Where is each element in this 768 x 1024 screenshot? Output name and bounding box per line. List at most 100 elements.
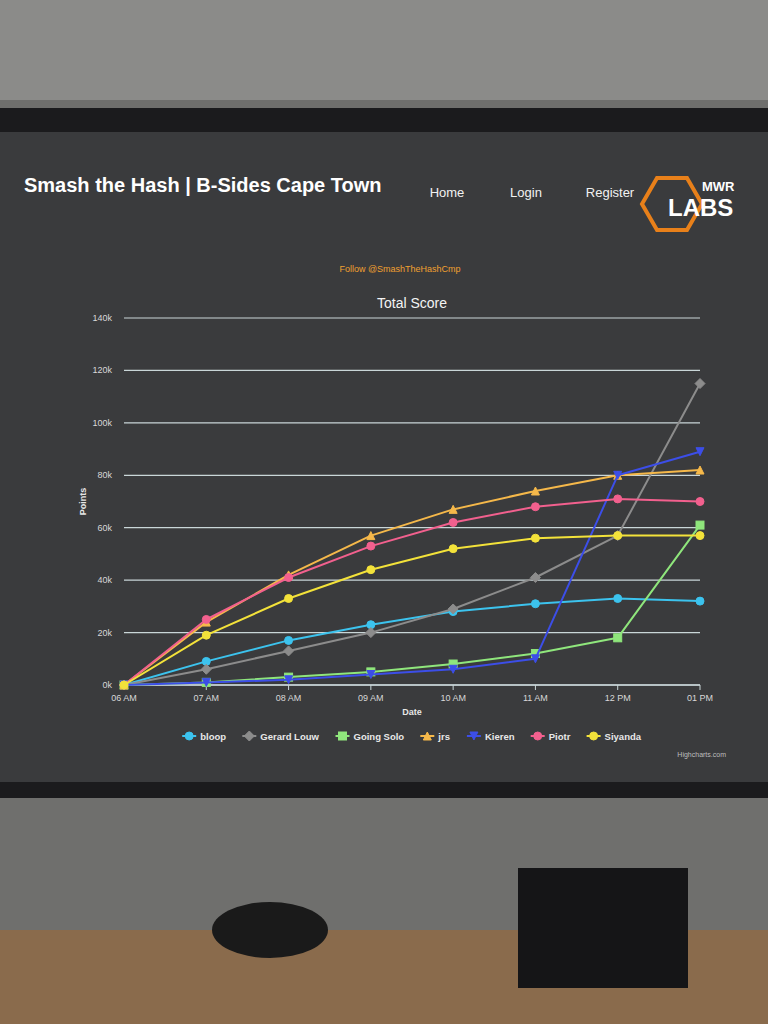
y-tick-label: 80k [97, 470, 112, 480]
series-line [124, 499, 700, 685]
series-line [124, 384, 700, 686]
screen [0, 132, 768, 782]
legend-symbol [244, 731, 254, 741]
data-point [613, 531, 623, 541]
data-point [284, 646, 294, 656]
x-tick [288, 685, 289, 690]
legend-label: Going Solo [354, 731, 405, 742]
series-line [124, 470, 700, 685]
data-point [201, 664, 211, 674]
ceiling [0, 0, 768, 100]
x-tick-label: 01 PM [687, 693, 713, 703]
grid-line [124, 370, 700, 371]
y-tick-label: 100k [92, 418, 112, 428]
y-axis-title: Points [78, 488, 88, 516]
legend-symbol [185, 732, 193, 740]
x-tick [700, 685, 701, 690]
x-tick-label: 12 PM [605, 693, 631, 703]
data-point [696, 498, 704, 506]
credits: Highcharts.com [677, 751, 726, 759]
legend-item[interactable]: Gerard Louw [242, 731, 319, 742]
nav-link[interactable]: Register [586, 185, 635, 200]
data-point [449, 545, 457, 553]
data-point [696, 597, 704, 605]
laptop [518, 868, 688, 988]
data-point [202, 615, 210, 623]
chart-title: Total Score [377, 295, 447, 311]
data-point [120, 681, 128, 689]
y-tick-label: 120k [92, 365, 112, 375]
data-point [614, 471, 622, 479]
x-tick-label: 11 AM [523, 693, 548, 703]
legend-symbol [423, 732, 431, 740]
bag [212, 902, 328, 958]
x-tick-label: 06 AM [111, 693, 137, 703]
plot-area [119, 379, 705, 690]
legend-label: bloop [200, 731, 226, 742]
data-point [695, 379, 705, 389]
data-point [120, 681, 128, 689]
data-point [696, 466, 704, 474]
legend-label: Gerard Louw [260, 731, 319, 742]
data-point [531, 534, 539, 542]
y-tick-label: 40k [97, 575, 112, 585]
data-point [696, 521, 704, 529]
data-point [531, 655, 539, 663]
legend-item[interactable]: jrs [420, 731, 450, 742]
x-tick-label: 07 AM [194, 693, 220, 703]
data-point [120, 681, 128, 689]
series-line [124, 525, 700, 685]
data-point [614, 532, 622, 540]
legend-item[interactable]: Piotr [531, 731, 571, 742]
data-point [120, 681, 128, 689]
y-tick-label: 60k [97, 523, 112, 533]
data-point [530, 573, 540, 583]
legend-item[interactable]: Going Solo [336, 731, 405, 742]
data-point [285, 636, 293, 644]
grid-line [124, 317, 700, 318]
legend-item[interactable]: bloop [182, 731, 226, 742]
data-point [614, 634, 622, 642]
legend-item[interactable]: Kieren [467, 731, 515, 742]
data-point [120, 681, 128, 689]
x-tick [453, 685, 454, 690]
page: Smash the Hash | B-Sides Cape TownHomeLo… [0, 0, 768, 1024]
data-point [449, 665, 457, 673]
data-point [449, 518, 457, 526]
data-point [285, 574, 293, 582]
nav-link[interactable]: Login [510, 185, 542, 200]
legend-label: jrs [437, 731, 450, 742]
x-tick [370, 685, 371, 690]
data-point [696, 532, 704, 540]
legend-symbol [534, 732, 542, 740]
data-point [449, 505, 457, 513]
data-point [120, 681, 128, 689]
follow-link[interactable]: Follow @SmashTheHashCmp [339, 264, 460, 274]
series-line [124, 452, 700, 685]
grid-line [124, 527, 700, 528]
series-line [124, 536, 700, 685]
x-tick [617, 685, 618, 690]
logo-text: LABS [668, 194, 733, 221]
data-point [285, 676, 293, 684]
x-tick-label: 08 AM [276, 693, 302, 703]
data-point [367, 532, 375, 540]
screen-frame [0, 108, 768, 798]
nav-link[interactable]: Home [430, 185, 465, 200]
data-point [696, 448, 704, 456]
legend-label: Kieren [485, 731, 515, 742]
legend-symbol [590, 732, 598, 740]
legend-symbol [470, 732, 478, 740]
x-axis-title: Date [402, 707, 422, 717]
data-point [531, 600, 539, 608]
data-point [367, 671, 375, 679]
data-point [448, 604, 458, 614]
data-point [614, 594, 622, 602]
data-point [614, 495, 622, 503]
legend-item[interactable]: Siyanda [587, 731, 642, 742]
data-point [285, 594, 293, 602]
legend-label: Piotr [549, 731, 571, 742]
legend: bloop Gerard Louw Going Solo jrs Kieren Piotr… [182, 731, 642, 742]
data-point [367, 542, 375, 550]
wall [0, 0, 768, 1024]
